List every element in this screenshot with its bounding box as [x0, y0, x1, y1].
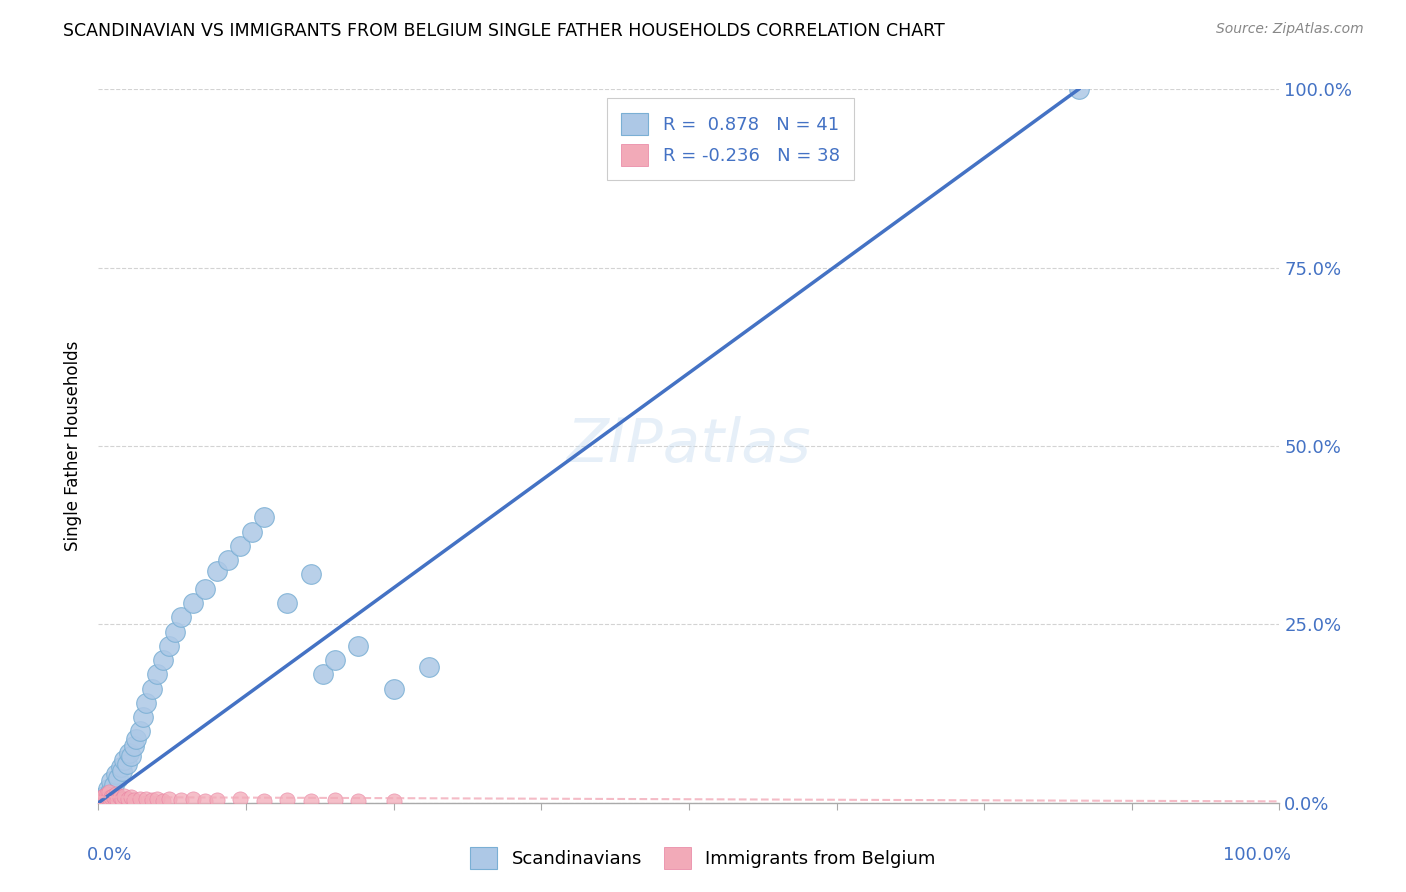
Point [323, 793, 346, 807]
Point [111, 764, 134, 778]
Point [128, 792, 150, 806]
Point [181, 792, 204, 806]
Point [229, 539, 252, 553]
Point [276, 596, 298, 610]
Point [418, 660, 440, 674]
Point [132, 710, 155, 724]
Point [100, 774, 122, 789]
Point [181, 596, 204, 610]
Point [97, 790, 120, 805]
Point [299, 567, 322, 582]
Point [100, 790, 122, 805]
Point [110, 760, 132, 774]
Point [101, 789, 124, 803]
Text: 0.0%: 0.0% [87, 846, 132, 863]
Point [112, 753, 135, 767]
Point [112, 789, 135, 803]
Point [382, 681, 405, 696]
Point [91, 792, 114, 806]
Point [276, 793, 298, 807]
Point [122, 739, 145, 753]
Point [157, 791, 180, 805]
Point [105, 767, 128, 781]
Point [105, 793, 128, 807]
Point [97, 781, 120, 796]
Point [157, 639, 180, 653]
Point [98, 785, 121, 799]
Point [170, 610, 193, 624]
Point [299, 794, 322, 808]
Point [122, 793, 145, 807]
Point [194, 582, 217, 596]
Point [128, 724, 150, 739]
Point [107, 771, 129, 785]
Point [91, 790, 114, 805]
Point [89, 794, 111, 808]
Point [205, 793, 228, 807]
Point [146, 792, 169, 806]
Point [217, 553, 239, 567]
Legend: Scandinavians, Immigrants from Belgium: Scandinavians, Immigrants from Belgium [461, 838, 945, 879]
Text: SCANDINAVIAN VS IMMIGRANTS FROM BELGIUM SINGLE FATHER HOUSEHOLDS CORRELATION CHA: SCANDINAVIAN VS IMMIGRANTS FROM BELGIUM … [63, 22, 945, 40]
Point [111, 792, 134, 806]
Point [205, 564, 228, 578]
Point [98, 785, 121, 799]
Point [105, 787, 128, 801]
Point [91, 793, 114, 807]
Point [1067, 82, 1090, 96]
Point [347, 794, 370, 808]
Point [98, 792, 121, 806]
Point [382, 794, 405, 808]
Point [108, 790, 131, 805]
Point [229, 792, 252, 806]
Point [135, 791, 157, 805]
Y-axis label: Single Father Households: Single Father Households [65, 341, 83, 551]
Point [125, 731, 148, 746]
Point [253, 510, 276, 524]
Point [103, 778, 125, 792]
Point [94, 791, 117, 805]
Point [141, 681, 163, 696]
Point [146, 667, 169, 681]
Point [121, 749, 143, 764]
Point [323, 653, 346, 667]
Point [152, 653, 174, 667]
Point [93, 789, 115, 803]
Point [90, 792, 112, 806]
Point [93, 789, 115, 803]
Point [253, 794, 276, 808]
Point [121, 790, 143, 805]
Point [165, 624, 187, 639]
Legend: R =  0.878   N = 41, R = -0.236   N = 38: R = 0.878 N = 41, R = -0.236 N = 38 [606, 98, 853, 180]
Point [170, 793, 193, 807]
Point [312, 667, 335, 681]
Point [96, 787, 118, 801]
Point [194, 794, 217, 808]
Text: 100.0%: 100.0% [1223, 846, 1291, 863]
Point [141, 793, 163, 807]
Text: ZIPatlas: ZIPatlas [567, 417, 811, 475]
Point [347, 639, 370, 653]
Point [104, 791, 127, 805]
Point [118, 746, 141, 760]
Point [240, 524, 263, 539]
Point [115, 756, 138, 771]
Text: Source: ZipAtlas.com: Source: ZipAtlas.com [1216, 22, 1364, 37]
Point [152, 794, 174, 808]
Point [117, 791, 139, 805]
Point [135, 696, 157, 710]
Point [96, 790, 118, 805]
